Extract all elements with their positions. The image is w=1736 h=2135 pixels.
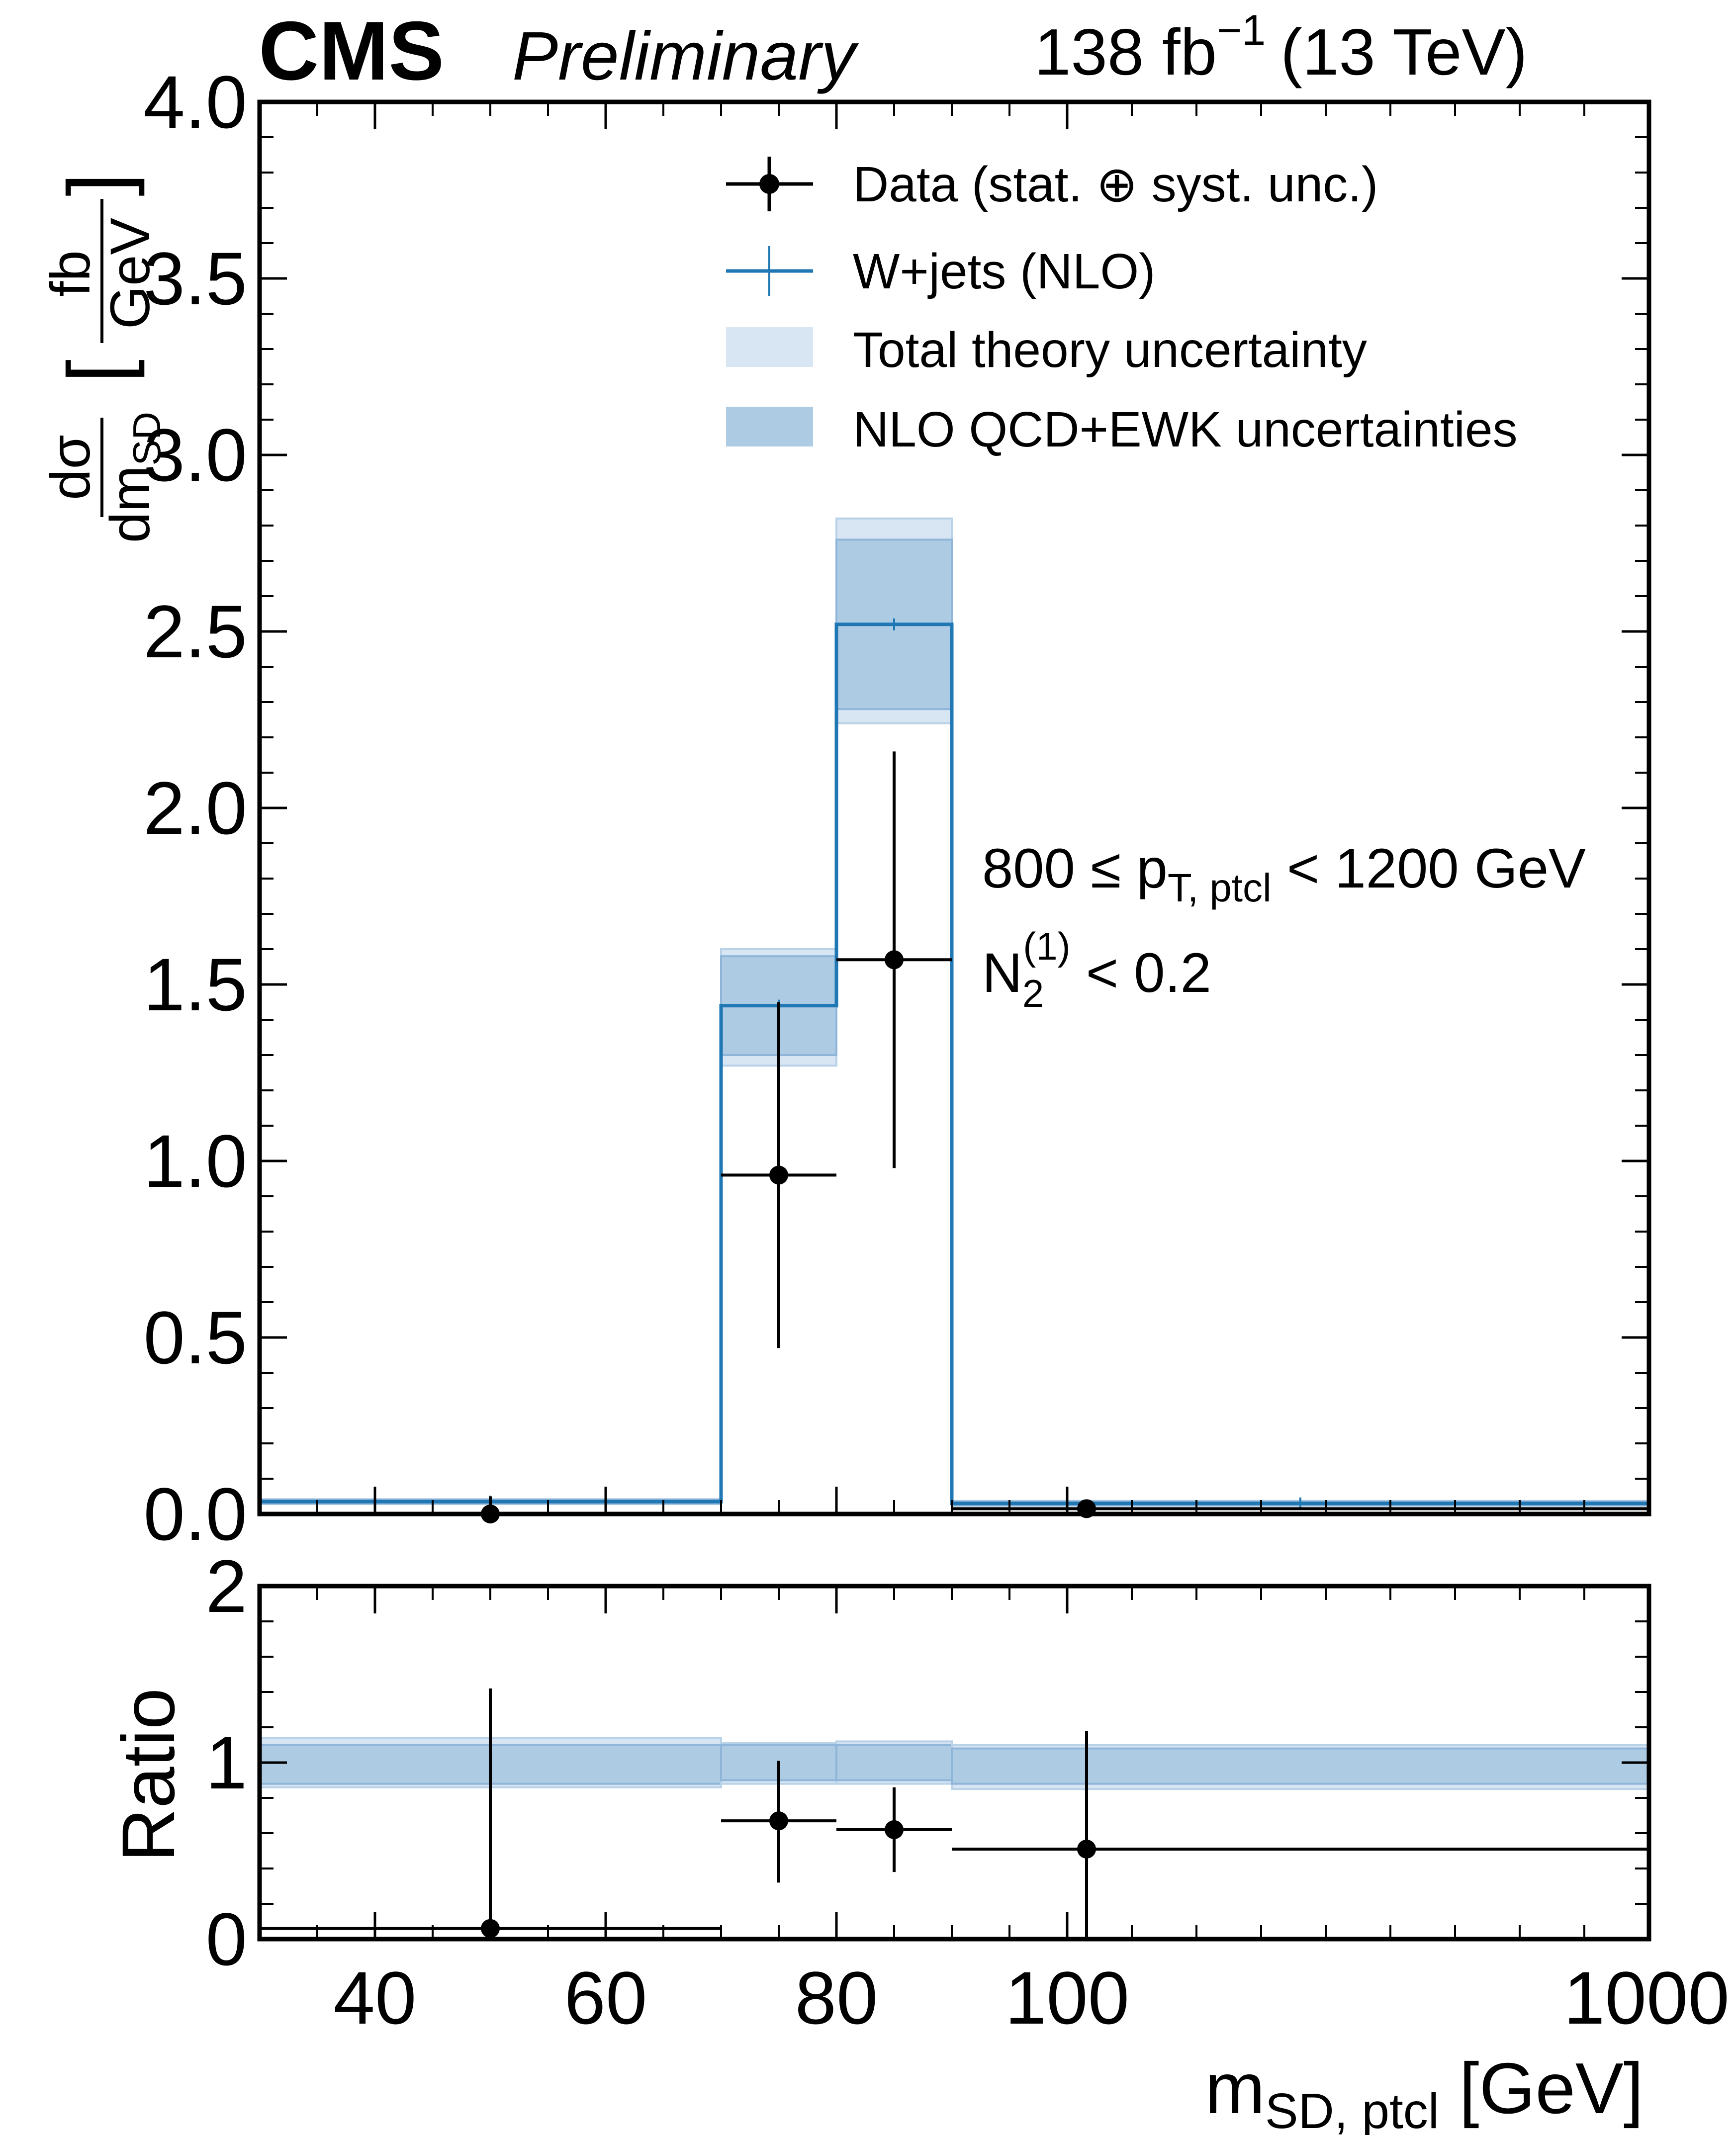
y-tick-label-6: 3.0 [143,413,247,497]
pt-prefix: 800 ≤ p [982,837,1168,899]
legend-mc-label: W+jets (NLO) [853,244,1155,299]
y-tick-label-1: 0.5 [143,1296,247,1379]
mc-histogram-line [260,623,1649,1506]
ratio-y-tick-label-0: 0 [206,1897,247,1981]
pt-suffix: < 1200 GeV [1272,837,1586,899]
ratio-point-2 [885,1820,904,1839]
ratio-y-tick-label-1: 1 [206,1721,247,1804]
x-tick-label-1: 60 [564,1956,647,2040]
legend-nlo-unc-label: NLO QCD+EWK uncertainties [853,402,1518,457]
legend-data-label: Data (stat. ⊕ syst. unc.) [853,157,1378,212]
y-label-bracket-close: ] [51,173,145,196]
pt-range-annotation: 800 ≤ pT, ptcl < 1200 GeV [982,837,1586,910]
ratio-plot-frame [257,1584,1651,1942]
main-axis-ticks: 0.0 0.5 1.0 1.5 2.0 2.5 3.0 3.5 4.0 [143,60,1650,1556]
x-label-unit: [GeV] [1439,2048,1644,2129]
y-unit-numerator: fb [39,250,101,296]
energy-label: (13 TeV) [1280,15,1527,89]
x-tick-label-4: 1000 [1563,1956,1730,2040]
y-tick-label-8: 4.0 [143,60,247,144]
ratio-point-3 [1077,1839,1096,1859]
x-tick-label-2: 80 [795,1956,878,2040]
y-tick-label-5: 2.5 [143,590,247,673]
ratio-point-1 [769,1811,788,1831]
y-label-denominator: dmSD [99,412,169,543]
cms-logo-text: CMS [259,4,444,97]
x-label-sub: SD, ptcl [1265,2083,1439,2135]
x-tick-label-3: 100 [1005,1956,1129,2040]
preliminary-label: Preliminary [512,18,859,94]
y-axis-label: dσ dmSD [ fb GeV ] [39,173,169,543]
data-point-2 [885,950,904,970]
luminosity-exponent: −1 [1217,6,1266,54]
y-label-den-main: dm [99,465,161,543]
legend-total-unc-label: Total theory uncertainty [853,322,1367,378]
y-label-bracket-open: [ [51,359,145,383]
ratio-axis-label: Ratio [106,1688,190,1862]
main-uncertainty-bands [259,517,1650,1507]
data-point-1 [769,1165,788,1185]
n2-sub: 2 [1022,972,1044,1015]
y-tick-label-2: 1.0 [143,1119,247,1203]
ratio-uncertainty-bands [259,1737,1650,1790]
n2-cut-annotation: N2(1) < 0.2 [982,924,1211,1015]
y-label-numerator: dσ [39,435,101,500]
pt-sub: T, ptcl [1168,866,1272,910]
y-tick-label-4: 2.0 [143,766,247,850]
y-unit-denominator: GeV [99,218,161,329]
x-tick-label-0: 40 [334,1956,417,2040]
y-tick-label-0: 0.0 [143,1472,247,1556]
ratio-nlo-band-bin-3 [951,1747,1650,1785]
ratio-data-points [260,1688,1649,1939]
legend-nlo-unc-swatch [726,407,813,446]
main-plot-frame [257,99,1651,1516]
luminosity-label: 138 fb−1 (13 TeV) [1034,6,1528,89]
n2-main: N [982,942,1022,1004]
y-tick-label-7: 3.5 [143,237,247,320]
x-axis-label: mSD, ptcl [GeV] [1205,2048,1644,2135]
n2-sup: (1) [1023,924,1070,968]
legend: Data (stat. ⊕ syst. unc.) W+jets (NLO) T… [726,157,1518,457]
x-label-main: m [1205,2048,1265,2129]
n2-suffix: < 0.2 [1071,942,1211,1004]
main-mc-histogram [260,618,1649,1510]
ratio-axis-ticks: 0 1 2 40 60 80 100 1000 [206,1544,1730,2040]
y-tick-label-3: 1.5 [143,943,247,1026]
ratio-y-tick-label-2: 2 [206,1544,247,1628]
legend-data-marker-dot [759,174,779,194]
y-label-den-sub: SD [125,412,169,465]
luminosity-value: 138 fb [1034,15,1217,89]
ratio-nlo-band-bin-2 [835,1744,953,1781]
legend-total-unc-swatch [726,327,813,367]
